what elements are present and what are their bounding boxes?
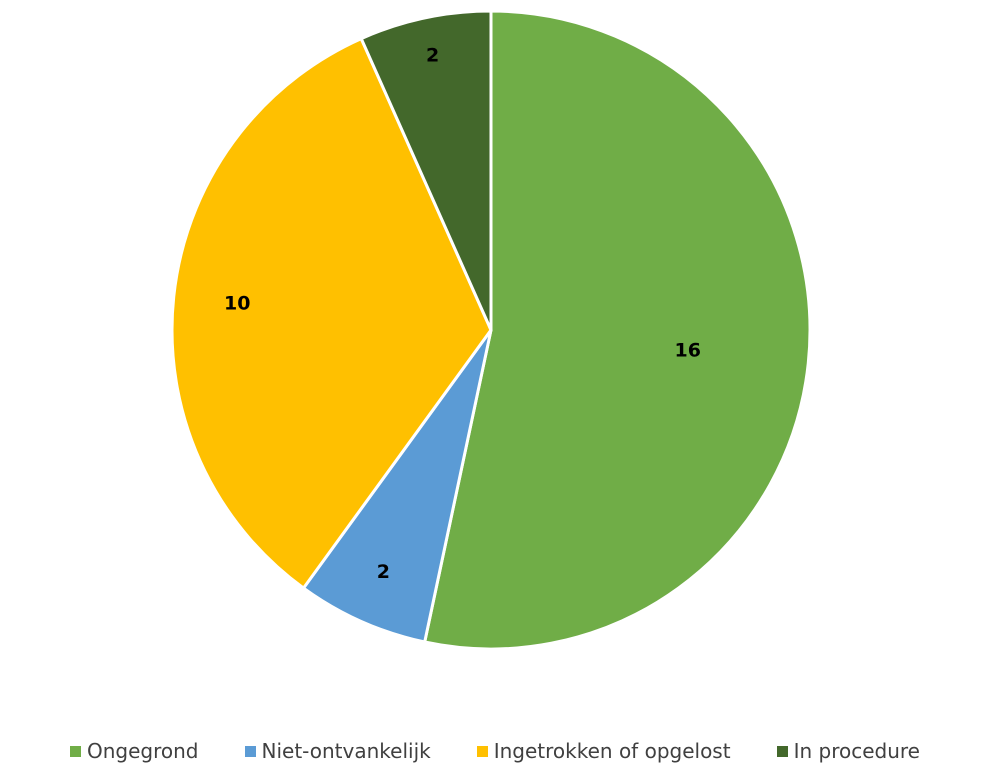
legend-label: Ingetrokken of opgelost [493,739,731,763]
chart-legend: Ongegrond Niet-ontvankelijk Ingetrokken … [0,736,990,766]
legend-item-ongegrond: Ongegrond [70,739,199,763]
legend-swatch [70,745,81,757]
legend-swatch [476,745,488,757]
data-label-in-procedure: 2 [426,44,439,66]
data-label-ongegrond: 16 [674,340,700,362]
legend-item-ingetrokken-of-opgelost: Ingetrokken of opgelost [476,739,731,763]
pie-slice-niet-ontvankelijk [301,329,493,644]
legend-label: Ongegrond [87,739,199,763]
pie-slice-in-procedure [359,9,493,331]
legend-swatch [244,745,256,757]
pie-slices [170,9,812,651]
pie-slice-ingetrokken-of-opgelost [170,36,493,591]
legend-swatch [776,745,788,757]
legend-item-niet-ontvankelijk: Niet-ontvankelijk [244,739,431,763]
data-label-ingetrokken-of-opgelost: 10 [224,292,250,314]
data-label-niet-ontvankelijk: 2 [377,561,390,583]
pie-data-labels: 16 2 10 2 [224,44,701,582]
legend-label: Niet-ontvankelijk [261,739,431,763]
legend-label: In procedure [793,739,920,763]
legend-item-in-procedure: In procedure [776,739,920,763]
pie-slice-ongegrond [422,9,812,651]
